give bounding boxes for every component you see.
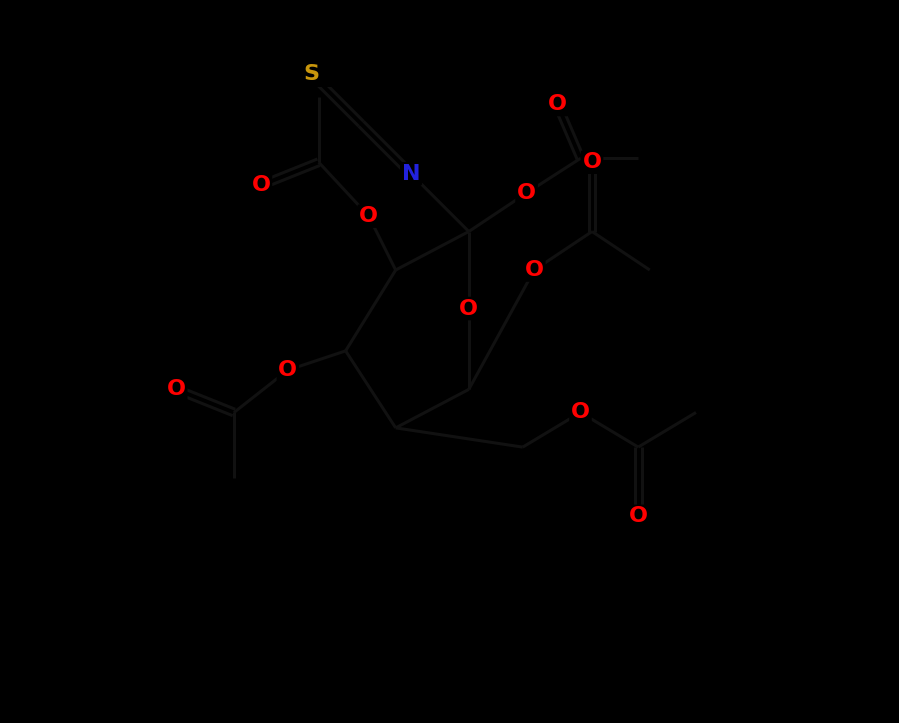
Text: O: O — [279, 360, 298, 380]
Text: O: O — [459, 299, 478, 319]
Text: O: O — [547, 95, 567, 114]
Text: O: O — [571, 403, 590, 422]
Text: N: N — [402, 164, 421, 184]
Text: O: O — [525, 260, 544, 280]
Text: O: O — [628, 506, 647, 526]
Text: O: O — [360, 206, 378, 226]
Text: O: O — [583, 153, 601, 172]
Text: O: O — [252, 175, 271, 195]
Text: O: O — [166, 380, 186, 399]
Text: S: S — [303, 64, 319, 84]
Text: O: O — [517, 183, 536, 203]
